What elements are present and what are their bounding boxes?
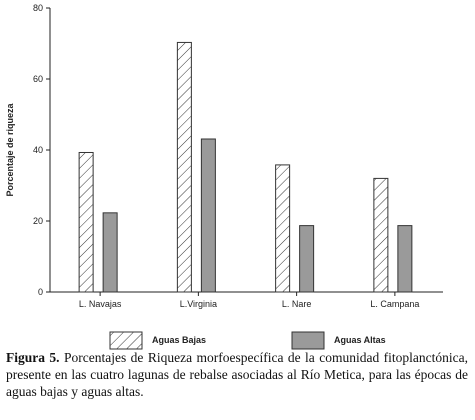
y-tick-label: 40	[33, 145, 43, 155]
bar-aguas-bajas-3	[373, 177, 389, 293]
x-tick-label: L. Navajas	[79, 299, 122, 309]
y-tick-label: 0	[38, 287, 43, 297]
x-tick-labels: L. Navajas L.Virginia L. Nare L. Campana	[79, 299, 420, 309]
x-tick-label: L. Nare	[282, 299, 312, 309]
legend-swatch-aguas-altas	[291, 331, 325, 350]
y-axis-label: Porcentaje de riqueza	[5, 102, 15, 196]
bar-aguas-bajas-0	[78, 151, 94, 293]
x-tick-label: L. Campana	[370, 299, 419, 309]
y-tick-label: 60	[33, 74, 43, 84]
bar-aguas-altas-3	[397, 225, 413, 293]
figure-caption: Figura 5. Porcentajes de Riqueza morfoes…	[6, 349, 468, 400]
legend: Aguas Bajas Aguas Altas	[109, 331, 386, 350]
bar-aguas-altas-1	[200, 138, 216, 293]
legend-label-aguas-altas: Aguas Altas	[334, 335, 386, 345]
bar-aguas-altas-2	[299, 225, 315, 293]
bar-aguas-bajas-1	[176, 41, 192, 293]
y-tick-label: 20	[33, 216, 43, 226]
bar-aguas-bajas-2	[275, 164, 291, 293]
legend-label-aguas-bajas: Aguas Bajas	[152, 335, 206, 345]
x-tick-label: L.Virginia	[180, 299, 217, 309]
caption-text: Porcentajes de Riqueza morfoespecífica d…	[6, 350, 468, 399]
bars	[78, 41, 413, 293]
bar-aguas-altas-0	[102, 212, 118, 293]
caption-label: Figura 5.	[6, 350, 60, 365]
legend-swatch-aguas-bajas	[109, 331, 143, 350]
y-tick-label: 80	[33, 3, 43, 13]
